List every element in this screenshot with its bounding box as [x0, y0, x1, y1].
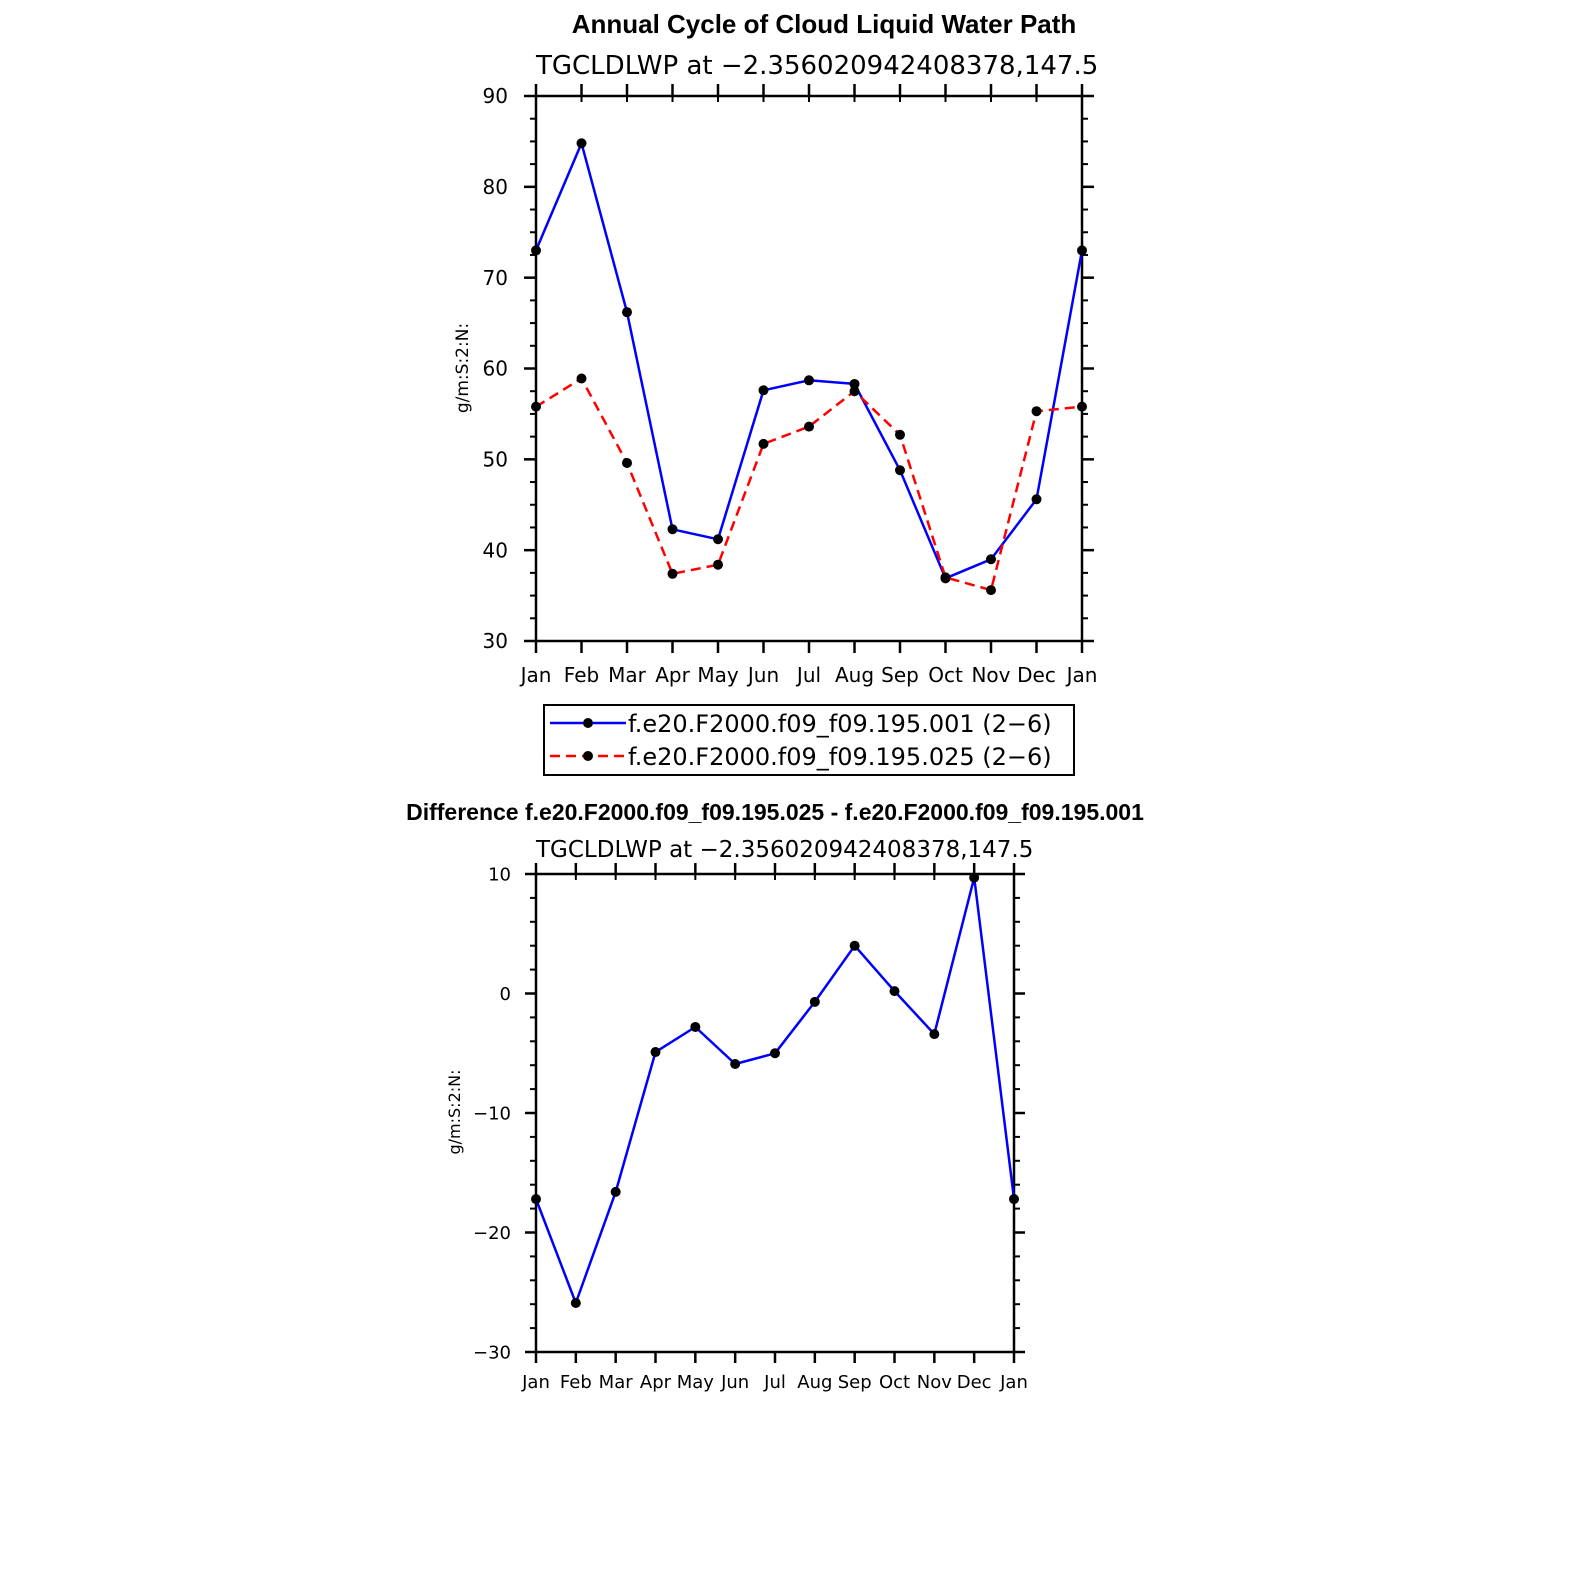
x-tick-label: Jan [521, 1372, 550, 1393]
y-tick-label: 40 [483, 538, 508, 562]
y-tick-label: 30 [483, 629, 508, 653]
data-point-series-1 [1031, 494, 1042, 505]
data-point-series-1 [622, 307, 632, 318]
x-tick-label: Mar [608, 663, 647, 687]
plot-frame [534, 94, 1084, 643]
legend-marker-series-1 [583, 718, 593, 728]
y-tick-label: 70 [483, 266, 508, 290]
data-point-series-1 [809, 996, 820, 1007]
chart-title: Annual Cycle of Cloud Liquid Water Path [572, 9, 1077, 39]
x-tick-label: Jul [795, 663, 821, 687]
x-tick-label: May [677, 1372, 715, 1393]
data-point-series-1 [1009, 1194, 1019, 1205]
data-point-series-1 [889, 986, 900, 997]
data-point-series-1 [929, 1029, 940, 1040]
data-point-series-1 [770, 1048, 780, 1059]
data-point-series-1 [667, 524, 678, 535]
data-point-series-1 [849, 378, 860, 389]
x-tick-label: Dec [957, 1372, 992, 1393]
legend-box [543, 704, 1075, 776]
y-tick-label: 80 [483, 175, 508, 199]
data-point-series-1 [758, 385, 769, 396]
x-tick-label: Jan [519, 663, 552, 687]
data-point-series-2 [667, 568, 678, 579]
y-tick-label: −20 [473, 1223, 511, 1244]
x-tick-label: Feb [560, 1372, 592, 1393]
data-point-series-2 [1077, 401, 1087, 412]
data-point-series-1 [1077, 245, 1087, 256]
legend: f.e20.F2000.f09_f09.195.001 (2−6) f.e20.… [543, 704, 1075, 776]
data-point-series-2 [713, 559, 723, 570]
y-axis-label: g/m:S:2:N: [453, 323, 473, 413]
chart-subtitle: TGCLDLWP at −2.356020942408378,147.5 [535, 51, 1098, 81]
y-tick-label: 50 [483, 448, 508, 472]
x-tick-label: Sep [838, 1372, 872, 1393]
data-point-series-1 [849, 940, 860, 951]
data-point-series-2 [758, 438, 769, 449]
legend-label-series-2: f.e20.F2000.f09_f09.195.025 (2−6) [628, 743, 1052, 771]
x-tick-label: Jan [999, 1372, 1028, 1393]
data-point-series-1 [531, 1194, 541, 1205]
x-tick-label: Mar [599, 1372, 634, 1393]
legend-label-series-1: f.e20.F2000.f09_f09.195.001 (2−6) [628, 710, 1052, 738]
data-point-series-1 [570, 1298, 581, 1309]
y-tick-label: −10 [473, 1103, 511, 1124]
x-tick-label: Sep [881, 663, 919, 687]
data-point-series-1 [713, 534, 723, 545]
x-tick-label: Nov [917, 1372, 952, 1393]
x-tick-label: Oct [928, 663, 963, 687]
data-point-series-2 [940, 572, 951, 583]
legend-marker-series-2 [583, 751, 593, 761]
x-tick-label: Apr [640, 1372, 672, 1393]
annual-cycle-panel: Annual Cycle of Cloud Liquid Water Path … [453, 9, 1098, 776]
x-tick-label: Dec [1017, 663, 1056, 687]
plot-area: −30 −20 −10 0 10 Jan Feb Mar Apr May Jun Jul Aug Sep O… [473, 863, 1028, 1393]
plot-area: 30 40 50 60 70 80 90 Jan Feb Mar Apr May Jun Jul Aug Se… [483, 84, 1098, 687]
difference-panel: Difference f.e20.F2000.f09_f09.195.025 -… [406, 799, 1144, 1393]
data-point-series-1 [576, 138, 587, 149]
x-tick-label: Nov [971, 663, 1010, 687]
data-point-series-1 [986, 554, 996, 565]
y-tick-label: 0 [500, 984, 511, 1005]
x-tick-label: Feb [564, 663, 599, 687]
data-point-series-2 [622, 457, 632, 468]
data-point-series-2 [849, 386, 860, 397]
data-point-series-2 [804, 421, 814, 432]
data-point-series-1 [690, 1021, 701, 1032]
data-point-series-2 [576, 373, 587, 384]
y-tick-label: 90 [483, 84, 508, 108]
chart-subtitle: TGCLDLWP at −2.356020942408378,147.5 [535, 837, 1033, 863]
plot-frame [534, 872, 1016, 1354]
data-point-series-1 [895, 465, 905, 476]
x-tick-label: Aug [797, 1372, 832, 1393]
data-point-series-1 [610, 1186, 621, 1197]
data-point-series-1 [730, 1059, 741, 1070]
data-point-series-2 [531, 401, 541, 412]
y-axis-label: g/m:S:2:N: [445, 1070, 464, 1155]
series-line-1 [534, 876, 1016, 1305]
x-tick-label: Jun [720, 1372, 749, 1393]
series-line-2 [535, 377, 1083, 592]
x-tick-label: Apr [655, 663, 690, 687]
data-point-series-1 [969, 872, 980, 883]
y-tick-label: −30 [473, 1342, 511, 1363]
x-tick-label: Jan [1065, 663, 1098, 687]
y-tick-label: 60 [483, 357, 508, 381]
data-point-series-1 [650, 1047, 661, 1058]
x-tick-label: Jul [763, 1372, 786, 1393]
x-tick-label: Aug [835, 663, 874, 687]
y-tick-label: 10 [488, 864, 511, 885]
series-line-1 [534, 141, 1084, 580]
data-point-series-1 [531, 245, 541, 256]
x-tick-label: May [697, 663, 739, 687]
data-point-series-2 [986, 585, 996, 596]
data-point-series-2 [1031, 406, 1042, 417]
data-point-series-1 [804, 375, 814, 386]
data-point-series-2 [895, 429, 905, 440]
x-tick-label: Oct [879, 1372, 910, 1393]
chart-title: Difference f.e20.F2000.f09_f09.195.025 -… [406, 799, 1144, 825]
x-tick-label: Jun [746, 663, 779, 687]
